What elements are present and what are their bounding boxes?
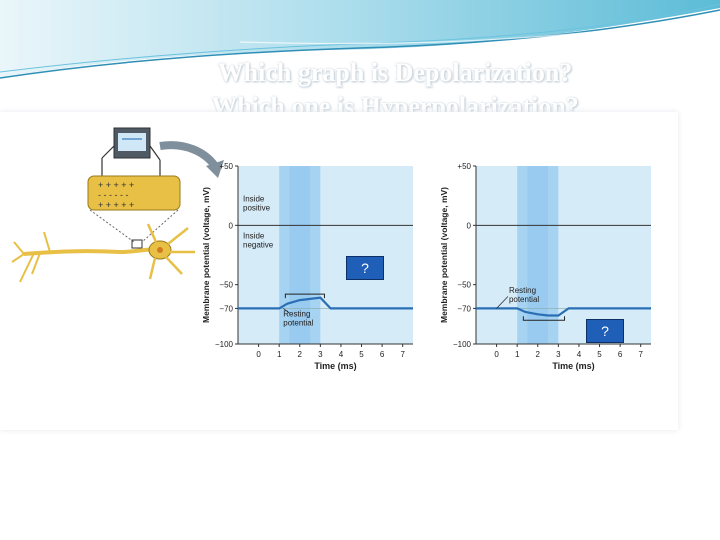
x-tick-label: 4 xyxy=(577,350,582,359)
neuron-illustration: + + + + + - - - - - - + + + + + xyxy=(11,127,224,283)
y-tick-label: 0 xyxy=(229,221,234,230)
plot-area xyxy=(238,166,413,344)
y-axis-label: Membrane potential (voltage, mV) xyxy=(201,187,211,323)
y-tick-label: −100 xyxy=(453,340,472,349)
x-tick-label: 1 xyxy=(277,350,282,359)
x-axis-label: Time (ms) xyxy=(314,361,356,371)
membrane-potential-trace xyxy=(238,296,413,310)
x-tick-label: 7 xyxy=(400,350,405,359)
y-tick-label: 0 xyxy=(467,221,472,230)
y-axis-label: Membrane potential (voltage, mV) xyxy=(439,187,449,323)
y-tick-label: −100 xyxy=(215,340,234,349)
membrane-potential-trace xyxy=(476,307,651,317)
x-axis-label: Time (ms) xyxy=(552,361,594,371)
plot-area xyxy=(476,166,651,344)
x-tick-label: 3 xyxy=(556,350,561,359)
svg-text:+ + + + +: + + + + + xyxy=(98,180,134,190)
x-tick-label: 5 xyxy=(597,350,602,359)
slide-title-line-1: Which graph is Depolarization? xyxy=(217,58,573,87)
x-tick-label: 4 xyxy=(339,350,344,359)
label-inside-positive: Inside positive xyxy=(243,195,271,213)
x-tick-label: 5 xyxy=(359,350,364,359)
x-tick-label: 2 xyxy=(298,350,303,359)
stimulus-bracket xyxy=(284,293,325,299)
question-box-graph-2: ? xyxy=(586,319,624,343)
x-tick-label: 7 xyxy=(638,350,643,359)
x-tick-label: 1 xyxy=(515,350,520,359)
label-inside-negative: Inside negative xyxy=(243,231,274,249)
svg-text:- - - - - -: - - - - - - xyxy=(98,190,129,200)
resting-pointer xyxy=(283,308,290,314)
y-tick-label: +50 xyxy=(219,162,233,171)
label-resting-potential: Resting potential xyxy=(283,310,313,328)
x-tick-label: 0 xyxy=(494,350,499,359)
svg-text:+ + + + +: + + + + + xyxy=(98,200,134,210)
x-tick-label: 6 xyxy=(380,350,385,359)
stimulus-bracket xyxy=(522,316,566,321)
x-tick-label: 3 xyxy=(318,350,323,359)
x-tick-label: 0 xyxy=(256,350,261,359)
header-waves xyxy=(0,0,720,79)
axon-segment xyxy=(87,175,181,211)
graph-depolarization-candidate: +50 0 −50 −70 −100 0 1 2 3 4 5 6 7 Time (ms) Membrane … xyxy=(201,162,413,371)
stimulus-band-core xyxy=(527,166,549,344)
arrow-icon xyxy=(159,141,219,169)
y-tick-label: −50 xyxy=(219,281,233,290)
y-tick-label: −70 xyxy=(219,304,233,313)
y-tick-label: −70 xyxy=(457,304,471,313)
figure-panel: + + + + + - - - - - - + + + + + +50 0 −50 −… xyxy=(0,112,678,430)
x-tick-label: 6 xyxy=(618,350,623,359)
graph-hyperpolarization-candidate: +50 0 −50 −70 −100 0 1 2 3 4 5 6 7 Time (ms) Membrane … xyxy=(439,162,651,371)
x-tick-label: 2 xyxy=(536,350,541,359)
y-tick-label: −50 xyxy=(457,281,471,290)
y-tick-label: +50 xyxy=(457,162,471,171)
neuron-cell xyxy=(23,247,156,256)
label-resting-potential: Resting potential xyxy=(509,286,539,304)
question-box-graph-1: ? xyxy=(346,256,384,280)
resting-pointer xyxy=(496,296,509,309)
